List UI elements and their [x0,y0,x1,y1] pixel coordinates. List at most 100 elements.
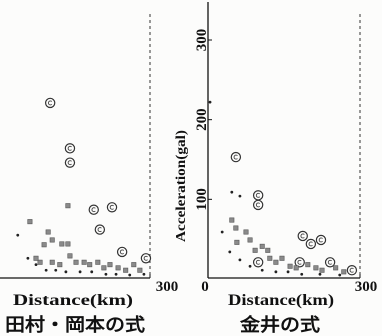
data-point-square-marker [57,262,63,268]
data-point-square-marker [234,239,240,245]
data-point-square-marker [305,262,311,268]
data-point-square-marker [319,267,325,273]
marker-inner-letter [318,237,323,243]
data-point-dot-marker [54,268,58,272]
data-point-square-marker [73,259,79,265]
x-tick-label: 300 [355,279,378,295]
right-x-axis-label: Distance(km) [228,292,334,309]
data-point-square-marker [259,243,265,249]
marker-inner-letter [255,259,261,265]
marker-inner-letter [67,145,72,151]
marker-inner-letter [143,255,148,261]
marker-ring [230,151,242,163]
marker-inner-letter [97,227,102,232]
data-point-dot-marker [300,272,304,276]
marker-ring [297,230,308,242]
data-point-circle-marker [252,199,264,211]
data-point-circle-marker [106,202,118,213]
data-point-square-marker [115,265,121,271]
data-point-square-marker [37,259,43,265]
data-point-dot-marker [44,268,48,272]
data-point-square-marker [252,247,258,253]
left-caption: 田村・岡本の式 [5,314,145,336]
data-point-circle-marker [346,265,358,276]
marker-inner-letter [255,202,261,208]
data-point-square-marker [59,241,65,247]
marker-ring [94,224,106,235]
marker-inner-letter [91,207,96,213]
data-point-square-marker [229,217,235,223]
marker-inner-letter [349,267,354,273]
data-point-dot-marker [78,270,82,274]
right-y-axis-label: Acceleration(gal) [174,130,189,242]
right-data-points [208,100,358,277]
marker-inner-letter [47,100,53,106]
marker-inner-letter [119,249,125,255]
data-point-dot-marker [104,272,108,276]
data-point-square-marker [65,203,71,209]
data-point-square-marker [137,267,143,273]
marker-ring [294,257,305,268]
data-point-dot-marker [208,100,212,104]
data-point-dot-marker [238,258,242,262]
data-point-dot-marker [238,194,242,198]
data-point-square-marker [67,253,73,259]
marker-inner-letter [297,259,302,265]
right-caption: 金井の式 [239,314,320,336]
data-point-square-marker [247,237,253,243]
data-point-square-marker [313,265,319,271]
data-point-circle-marker [252,257,264,268]
data-point-square-marker [233,225,239,231]
data-point-circle-marker [44,97,56,109]
data-point-square-marker [333,265,339,271]
data-point-square-marker [81,259,87,265]
data-point-square-marker [49,259,55,265]
data-point-square-marker [95,259,101,265]
data-point-circle-marker [64,143,76,154]
data-point-square-marker [131,262,137,268]
data-point-dot-marker [220,230,224,234]
data-point-circle-marker [94,224,106,235]
marker-ring [305,238,317,250]
data-point-circle-marker [140,253,152,264]
data-point-dot-marker [90,270,94,274]
marker-ring [324,257,336,268]
data-point-square-marker [107,262,113,268]
left-ticks: 300 [149,274,179,295]
left-scatter-panel: 300 Distance(km) 田村・岡本の式 [0,14,178,336]
marker-ring [44,97,56,109]
data-point-square-marker [265,247,271,253]
left-x-axis-label: Distance(km) [13,292,133,309]
data-point-dot-marker [338,273,342,277]
marker-inner-letter [327,259,333,265]
y-tick-label: 200 [194,108,210,130]
x-tick-label: 300 [156,279,179,295]
data-point-circle-marker [305,238,317,250]
data-point-square-marker [101,265,107,271]
y-tick-label: 100 [194,188,210,211]
data-point-dot-marker [318,272,322,276]
data-point-dot-marker [16,233,20,237]
marker-inner-letter [255,192,261,198]
data-point-dot-marker [34,263,38,267]
data-point-circle-marker [297,230,308,242]
marker-ring [140,253,152,264]
right-ticks: 0 300 100 200 300 [194,29,377,295]
marker-ring [88,204,99,215]
marker-ring [252,190,264,201]
data-point-dot-marker [128,273,132,277]
data-point-circle-marker [88,204,99,215]
x-tick-label: 0 [201,279,209,295]
left-data-points [16,97,152,277]
right-scatter-panel: 0 300 100 200 300 Acceleration(gal) Distance… [174,2,377,336]
marker-ring [116,246,128,258]
data-point-dot-marker [286,270,290,274]
data-point-square-marker [65,241,71,247]
marker-inner-letter [67,160,72,166]
data-point-dot-marker [260,268,264,272]
marker-ring [64,157,76,168]
data-point-dot-marker [64,270,68,274]
marker-ring [252,199,264,211]
marker-inner-letter [233,154,238,160]
